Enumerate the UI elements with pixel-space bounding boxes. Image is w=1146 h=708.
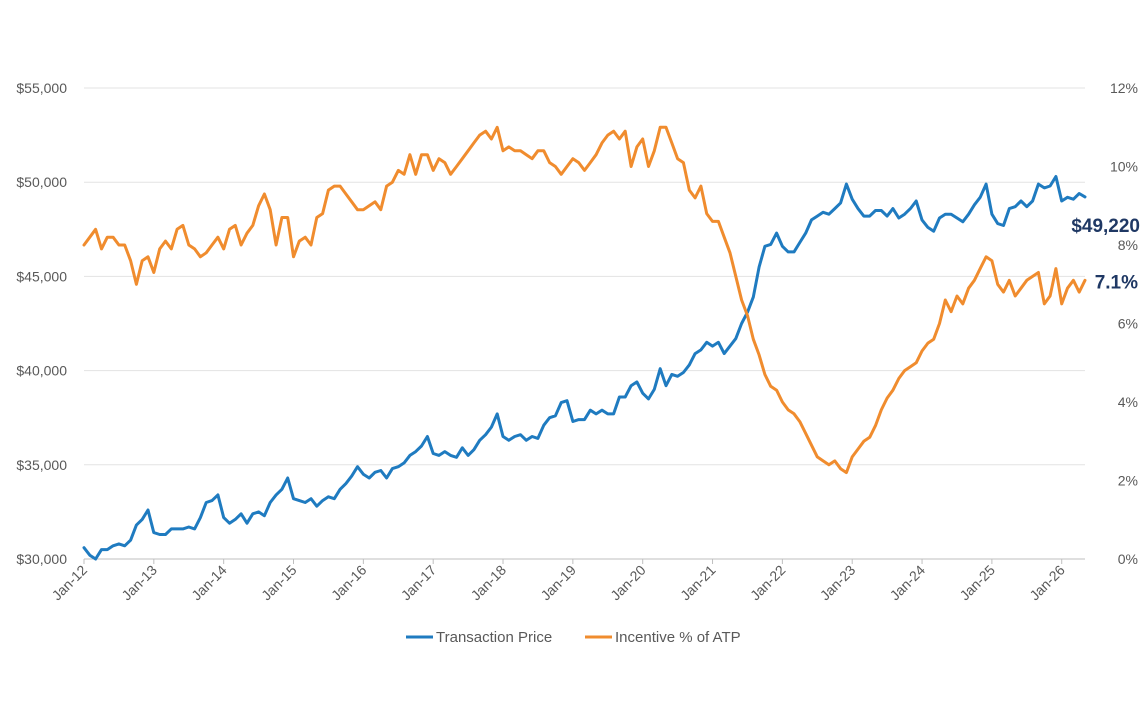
- y-right-tick-label: 4%: [1118, 394, 1138, 410]
- end-label-incentive-pct: 7.1%: [1095, 272, 1138, 293]
- y-right-tick-label: 12%: [1110, 80, 1138, 96]
- y-right-tick-label: 6%: [1118, 316, 1138, 332]
- x-tick-label: Jan-22: [747, 562, 789, 604]
- y-right-tick-label: 10%: [1110, 159, 1138, 175]
- y-left-tick-label: $50,000: [16, 174, 67, 190]
- x-tick-label: Jan-16: [328, 562, 370, 604]
- y-right-tick-label: 8%: [1118, 237, 1138, 253]
- x-tick-label: Jan-21: [677, 562, 719, 604]
- x-tick-label: Jan-17: [398, 562, 440, 604]
- end-labels: $49,220 7.1%: [1071, 216, 1140, 293]
- x-tick-label: Jan-20: [607, 562, 649, 604]
- end-label-transaction-price: $49,220: [1071, 216, 1140, 237]
- y-left-tick-label: $55,000: [16, 80, 67, 96]
- x-tick-label: Jan-12: [49, 562, 91, 604]
- x-tick-label: Jan-13: [118, 562, 160, 604]
- series-lines: [82, 125, 1087, 561]
- gridlines: [84, 87, 1085, 560]
- x-tick-label: Jan-15: [258, 562, 300, 604]
- y-left-tick-label: $45,000: [16, 268, 67, 284]
- series-line-transaction-price: [82, 175, 1087, 561]
- y-axis-right: 0% 2% 4% 6% 8% 10% 12%: [1110, 80, 1138, 567]
- x-tick-label: Jan-23: [817, 562, 859, 604]
- x-tick-label: Jan-25: [956, 562, 998, 604]
- series-points-incentive-of-atp: [83, 127, 1086, 473]
- x-tick-label: Jan-26: [1026, 562, 1068, 604]
- legend-label: Incentive % of ATP: [615, 629, 741, 646]
- y-right-tick-label: 2%: [1118, 473, 1138, 489]
- y-left-tick-label: $30,000: [16, 551, 67, 567]
- y-left-tick-label: $40,000: [16, 363, 67, 379]
- x-axis: Jan-12 Jan-13 Jan-14 Jan-15 Jan-16 Jan-17 Jan-…: [49, 559, 1068, 603]
- x-tick-label: Jan-19: [537, 562, 579, 604]
- x-tick-label: Jan-18: [468, 562, 510, 604]
- series-points-transaction-price: [83, 176, 1086, 560]
- legend: Transaction Price Incentive % of ATP: [406, 629, 741, 646]
- legend-label: Transaction Price: [436, 629, 552, 646]
- y-left-tick-label: $35,000: [16, 457, 67, 473]
- y-axis-left: $30,000 $35,000 $40,000 $45,000 $50,000 $55,0…: [16, 80, 67, 567]
- x-tick-label: Jan-24: [887, 562, 929, 604]
- y-right-tick-label: 0%: [1118, 551, 1138, 567]
- x-tick-label: Jan-14: [188, 562, 230, 604]
